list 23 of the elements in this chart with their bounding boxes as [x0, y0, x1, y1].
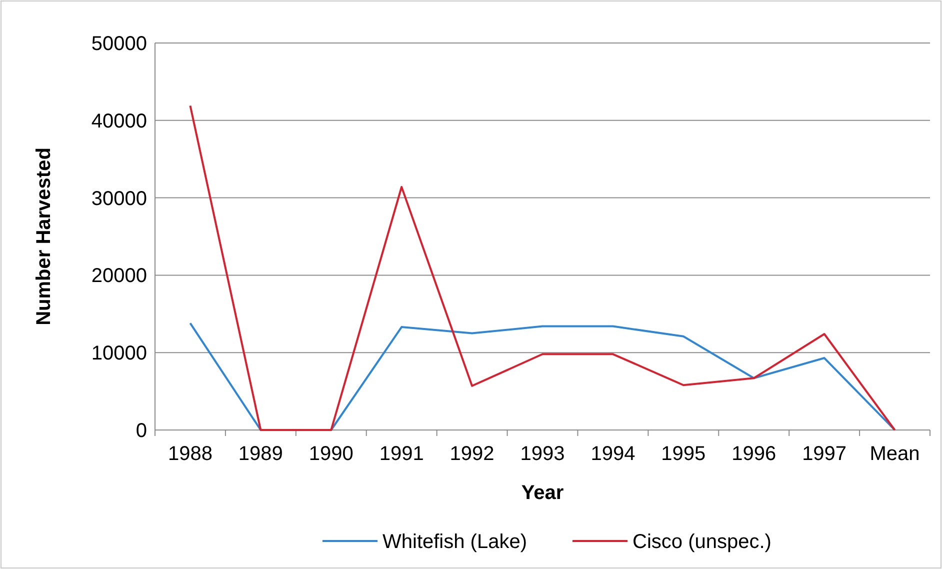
x-tick-label: 1994 [590, 443, 636, 465]
x-axis-title: Year [521, 482, 564, 504]
x-tick-label: 1993 [520, 443, 565, 465]
x-tick-label: 1997 [802, 443, 847, 465]
y-tick-label: 40000 [91, 110, 147, 132]
x-tick-label: 1989 [238, 443, 283, 465]
y-tick-label: 20000 [91, 265, 147, 288]
x-tick-label: 1992 [450, 443, 494, 465]
y-tick-label: 10000 [91, 342, 147, 365]
x-tick-label: 1991 [379, 443, 424, 465]
line-series [189, 104, 896, 431]
x-tick-label: 1990 [308, 443, 354, 465]
x-tick-label: 1988 [168, 443, 212, 465]
x-tick-label: 1996 [732, 443, 776, 465]
y-tick-label: 50000 [91, 33, 147, 55]
x-tick-label: 1995 [661, 443, 706, 465]
y-tick-label: 0 [136, 420, 147, 442]
legend-label: Whitefish (Lake) [382, 531, 527, 553]
line-series [189, 322, 896, 431]
y-tick-label: 30000 [91, 188, 147, 210]
y-axis-title: Number Harvested [33, 148, 55, 326]
legend-label: Cisco (unspec.) [632, 531, 772, 553]
x-tick-label: Mean [870, 443, 920, 465]
